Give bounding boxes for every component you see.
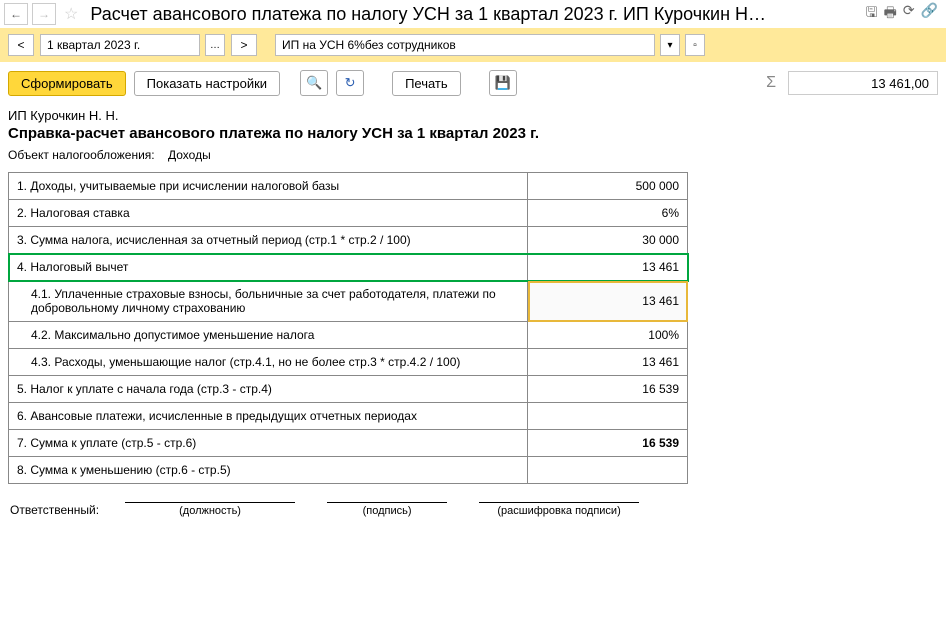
table-row: 2. Налоговая ставка6% [9, 200, 688, 227]
row-value: 16 539 [528, 376, 688, 403]
row-label: 7. Сумма к уплате (стр.5 - стр.6) [9, 430, 528, 457]
search-icon[interactable]: 🔍 [300, 70, 328, 96]
table-row: 5. Налог к уплате с начала года (стр.3 -… [9, 376, 688, 403]
toolbar: Сформировать Показать настройки 🔍 ↻ Печа… [0, 62, 946, 104]
table-row: 4.3. Расходы, уменьшающие налог (стр.4.1… [9, 349, 688, 376]
row-value: 500 000 [528, 173, 688, 200]
period-prev-button[interactable]: < [8, 34, 34, 56]
row-label: 2. Налоговая ставка [9, 200, 528, 227]
row-label: 1. Доходы, учитываемые при исчислении на… [9, 173, 528, 200]
report-heading: Справка-расчет авансового платежа по нал… [8, 125, 938, 142]
row-label: 4.2. Максимально допустимое уменьшение н… [9, 322, 528, 349]
table-row: 8. Сумма к уменьшению (стр.6 - стр.5) [9, 457, 688, 484]
row-label: 4.3. Расходы, уменьшающие налог (стр.4.1… [9, 349, 528, 376]
table-row: 4. Налоговый вычет13 461 [9, 254, 688, 281]
params-bar: < 1 квартал 2023 г. … > ИП на УСН 6%без … [0, 28, 946, 62]
row-value: 13 461 [528, 254, 688, 281]
period-next-button[interactable]: > [231, 34, 257, 56]
attach-icon[interactable]: 🔗 [921, 2, 938, 26]
save-toolbar-icon[interactable]: 💾 [489, 70, 517, 96]
row-label: 3. Сумма налога, исчисленная за отчетный… [9, 227, 528, 254]
period-select-button[interactable]: … [205, 34, 225, 56]
sig-sign: (подпись) [327, 502, 447, 517]
responsible-label: Ответственный: [10, 503, 99, 517]
row-label: 8. Сумма к уменьшению (стр.6 - стр.5) [9, 457, 528, 484]
tax-object: Объект налогообложения: Доходы [8, 148, 938, 162]
row-label: 6. Авансовые платежи, исчисленные в пред… [9, 403, 528, 430]
tax-object-label: Объект налогообложения: [8, 148, 155, 162]
row-value [528, 403, 688, 430]
sum-field: 13 461,00 [788, 71, 938, 95]
row-value: 6% [528, 200, 688, 227]
row-label: 5. Налог к уплате с начала года (стр.3 -… [9, 376, 528, 403]
refresh-icon[interactable]: ↻ [336, 70, 364, 96]
save-icon[interactable]: 🖫 [866, 2, 878, 26]
nav-back-button[interactable]: ← [4, 3, 28, 25]
table-row: 6. Авансовые платежи, исчисленные в пред… [9, 403, 688, 430]
print-title-icon[interactable]: 🖶 [884, 2, 897, 26]
print-button[interactable]: Печать [392, 71, 461, 96]
signature-area: Ответственный: (должность) (подпись) (ра… [8, 502, 938, 517]
row-value: 13 461 [528, 281, 688, 322]
report-body: ИП Курочкин Н. Н. Справка-расчет авансов… [0, 104, 946, 537]
titlebar: ← → ☆ Расчет авансового платежа по налог… [0, 0, 946, 28]
row-value: 30 000 [528, 227, 688, 254]
favorite-star-icon[interactable]: ☆ [64, 4, 78, 24]
calc-table: 1. Доходы, учитываемые при исчислении на… [8, 172, 688, 484]
table-row: 1. Доходы, учитываемые при исчислении на… [9, 173, 688, 200]
refresh-title-icon[interactable]: ⟳ [903, 2, 915, 26]
table-row: 4.2. Максимально допустимое уменьшение н… [9, 322, 688, 349]
org-field[interactable]: ИП на УСН 6%без сотрудников [275, 34, 655, 56]
window-title: Расчет авансового платежа по налогу УСН … [86, 4, 861, 25]
row-label: 4.1. Уплаченные страховые взносы, больни… [9, 281, 528, 322]
table-row: 3. Сумма налога, исчисленная за отчетный… [9, 227, 688, 254]
row-value [528, 457, 688, 484]
table-row: 7. Сумма к уплате (стр.5 - стр.6)16 539 [9, 430, 688, 457]
sigma-icon: Σ [766, 74, 776, 92]
org-dropdown-button[interactable]: ▾ [660, 34, 680, 56]
row-label: 4. Налоговый вычет [9, 254, 528, 281]
tax-object-value: Доходы [168, 148, 211, 162]
nav-forward-button[interactable]: → [32, 3, 56, 25]
show-settings-button[interactable]: Показать настройки [134, 71, 280, 96]
form-button[interactable]: Сформировать [8, 71, 126, 96]
table-row: 4.1. Уплаченные страховые взносы, больни… [9, 281, 688, 322]
org-open-button[interactable]: ▫ [685, 34, 705, 56]
sig-position: (должность) [125, 502, 295, 517]
ip-name: ИП Курочкин Н. Н. [8, 108, 938, 123]
row-value: 13 461 [528, 349, 688, 376]
row-value: 16 539 [528, 430, 688, 457]
row-value: 100% [528, 322, 688, 349]
period-field[interactable]: 1 квартал 2023 г. [40, 34, 200, 56]
sig-decipher: (расшифровка подписи) [479, 502, 639, 517]
